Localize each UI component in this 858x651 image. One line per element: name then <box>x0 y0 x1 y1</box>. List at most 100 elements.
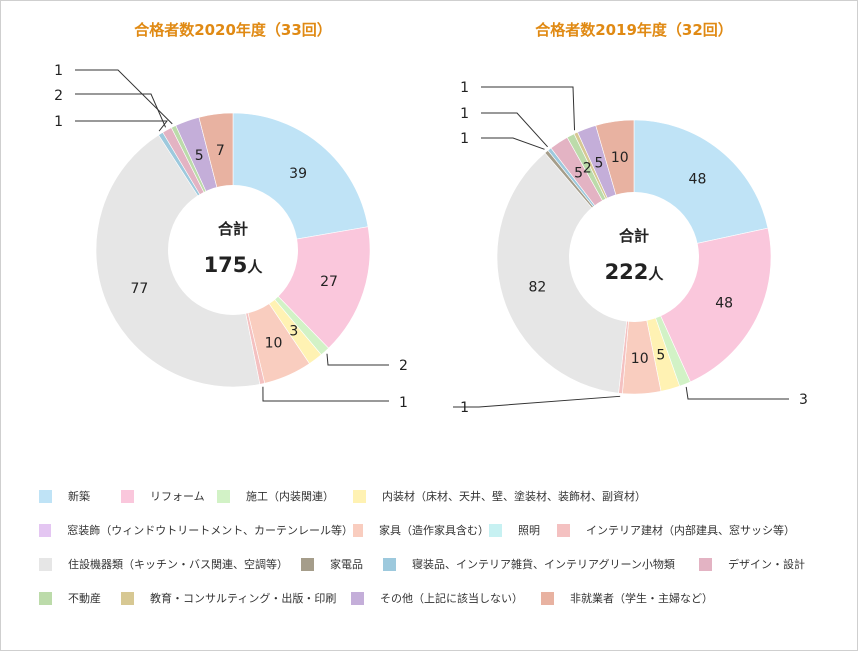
legend: 新築 リフォーム 施工（内装関連） 内装材（床材、天井、壁、塗装材、装飾材、副資… <box>39 487 839 623</box>
leader-line <box>481 137 545 150</box>
leader-line <box>75 93 167 128</box>
legend-item-kenzai: インテリア建材（内部建具、窓サッシ等） <box>557 522 795 538</box>
legend-swatch <box>39 557 52 571</box>
chart-title: 合格者数2020年度（33回） <box>133 21 332 39</box>
legend-swatch <box>39 591 52 605</box>
legend-item-madosoushoku: 窓装飾（ウィンドウトリートメント、カーテンレール等） <box>39 522 353 538</box>
data-label: 1 <box>54 114 63 130</box>
legend-swatch <box>39 523 52 537</box>
data-label: 5 <box>574 166 583 182</box>
legend-swatch <box>353 523 363 537</box>
legend-swatch <box>39 489 52 503</box>
donut-hole <box>569 192 699 322</box>
legend-swatch <box>301 557 314 571</box>
data-label: 10 <box>265 336 283 352</box>
data-label: 3 <box>799 392 808 408</box>
data-label: 82 <box>529 280 547 296</box>
data-label: 2 <box>399 358 408 374</box>
data-label: 27 <box>320 274 338 290</box>
legend-swatch <box>121 591 134 605</box>
legend-swatch <box>217 489 230 503</box>
legend-row: 新築 リフォーム 施工（内装関連） 内装材（床材、天井、壁、塗装材、装飾材、副資… <box>39 487 839 505</box>
legend-row: 窓装飾（ウィンドウトリートメント、カーテンレール等） 家具（造作家具含む） 照明… <box>39 521 839 539</box>
legend-item-kyouiku: 教育・コンサルティング・出版・印刷 <box>121 590 351 606</box>
data-label: 5 <box>195 148 204 164</box>
total-label: 合計 <box>217 220 248 238</box>
legend-item-shinchiku: 新築 <box>39 488 121 504</box>
legend-swatch <box>383 557 396 571</box>
data-label: 77 <box>131 281 149 297</box>
legend-item-hishuugyou: 非就業者（学生・主婦など） <box>541 590 713 606</box>
legend-item-shinsou: 寝装品、インテリア雑貨、インテリアグリーン小物類 <box>383 556 699 572</box>
donut-chart: 合格者数2020年度（33回） 合計 175人 39 27 2 3 10 1 77 1 2 1 5 7 <box>54 21 408 411</box>
data-label: 10 <box>631 351 649 367</box>
legend-swatch <box>699 557 712 571</box>
legend-row: 住設機器類（キッチン・バス関連、空調等） 家電品 寝装品、インテリア雑貨、インテ… <box>39 555 839 573</box>
data-label: 1 <box>460 131 469 147</box>
legend-item-shoumei: 照明 <box>489 522 557 538</box>
legend-item-kagu: 家具（造作家具含む） <box>353 522 489 538</box>
total-value: 175人 <box>204 253 264 277</box>
legend-label: インテリア建材（内部建具、窓サッシ等） <box>586 524 795 537</box>
legend-item-fudousan: 不動産 <box>39 590 121 606</box>
legend-label: 新築 <box>68 490 90 503</box>
data-label: 48 <box>715 295 733 311</box>
data-label: 48 <box>689 171 707 187</box>
legend-label: 教育・コンサルティング・出版・印刷 <box>150 592 337 605</box>
chart-title: 合格者数2019年度（32回） <box>534 21 733 39</box>
legend-label: 施工（内装関連） <box>246 490 334 503</box>
legend-label: 家電品 <box>330 558 363 571</box>
donut-hole <box>168 185 298 315</box>
legend-label: その他（上記に該当しない） <box>380 592 523 605</box>
data-label: 1 <box>399 395 408 411</box>
legend-swatch <box>353 489 366 503</box>
legend-label: 照明 <box>518 524 540 537</box>
leader-line <box>75 120 169 132</box>
legend-label: 内装材（床材、天井、壁、塗装材、装飾材、副資材） <box>382 490 646 503</box>
legend-label: 不動産 <box>68 592 101 605</box>
leader-line <box>262 386 389 402</box>
legend-item-reform: リフォーム <box>121 488 217 504</box>
leader-line <box>453 395 621 408</box>
legend-label: リフォーム <box>150 490 205 503</box>
data-label: 3 <box>289 324 298 340</box>
legend-item-kaden: 家電品 <box>301 556 383 572</box>
legend-label: 家具（造作家具含む） <box>379 524 489 537</box>
total-label: 合計 <box>618 227 649 245</box>
legend-item-design: デザイン・設計 <box>699 556 805 572</box>
data-label: 2 <box>54 88 63 104</box>
data-label: 1 <box>460 106 469 122</box>
data-label: 10 <box>611 150 629 166</box>
leader-line <box>75 69 173 125</box>
legend-item-jusetsu: 住設機器類（キッチン・バス関連、空調等） <box>39 556 301 572</box>
data-label: 2 <box>583 160 592 176</box>
total-value: 222人 <box>605 260 665 284</box>
data-label: 1 <box>54 63 63 79</box>
legend-item-sonota: その他（上記に該当しない） <box>351 590 541 606</box>
legend-item-naisouzai: 内装材（床材、天井、壁、塗装材、装飾材、副資材） <box>353 488 646 504</box>
legend-swatch <box>489 523 502 537</box>
legend-item-sekou: 施工（内装関連） <box>217 488 353 504</box>
legend-swatch <box>351 591 364 605</box>
data-label: 1 <box>460 400 469 416</box>
legend-label: デザイン・設計 <box>728 558 805 571</box>
leader-line <box>685 386 789 400</box>
pie-slice <box>496 152 635 394</box>
data-label: 39 <box>289 166 307 182</box>
legend-label: 窓装飾（ウィンドウトリートメント、カーテンレール等） <box>67 524 353 537</box>
legend-label: 住設機器類（キッチン・バス関連、空調等） <box>68 558 288 571</box>
leader-line <box>481 86 576 131</box>
leader-line <box>326 353 389 366</box>
legend-row: 不動産 教育・コンサルティング・出版・印刷 その他（上記に該当しない） 非就業者… <box>39 589 839 607</box>
data-label: 5 <box>595 155 604 171</box>
legend-swatch <box>541 591 554 605</box>
leader-line <box>481 112 548 148</box>
legend-label: 非就業者（学生・主婦など） <box>570 592 713 605</box>
legend-swatch <box>121 489 134 503</box>
legend-swatch <box>557 523 570 537</box>
data-label: 5 <box>656 347 665 363</box>
legend-label: 寝装品、インテリア雑貨、インテリアグリーン小物類 <box>412 558 675 571</box>
